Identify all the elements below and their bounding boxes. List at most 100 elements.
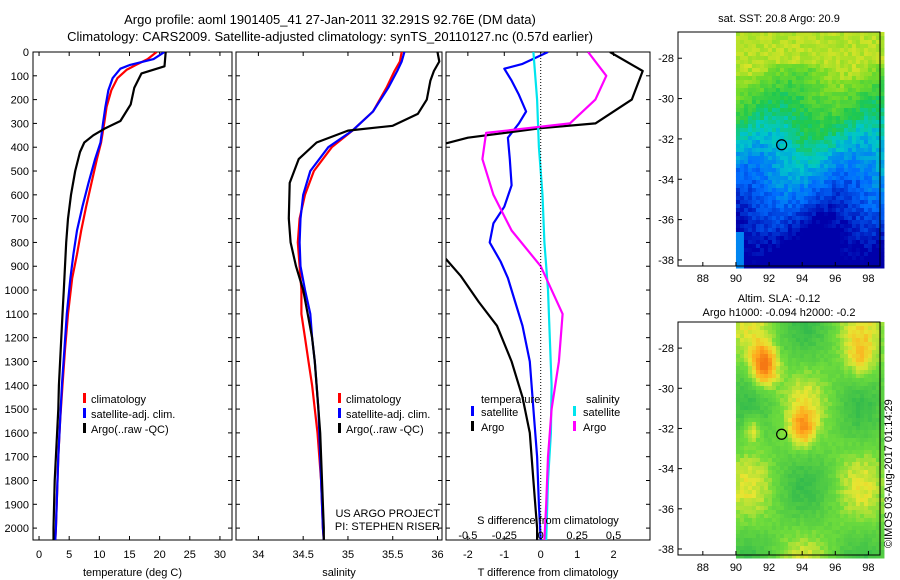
map-y-tick-label-0: -28 [658, 53, 674, 65]
depth-tick-label-8: 800 [11, 237, 29, 249]
map-x-tick-label-1: 90 [730, 562, 742, 574]
map-y-tick-label-2: -32 [658, 423, 674, 435]
x-axis-label: temperature (deg C) [83, 567, 182, 579]
depth-tick-label-13: 1300 [5, 356, 29, 368]
map-x-tick-label-2: 92 [763, 562, 775, 574]
map-x-tick-label-2: 92 [763, 273, 775, 285]
figure-title-line2: Climatology: CARS2009. Satellite-adjuste… [67, 29, 593, 44]
depth-tick-label-11: 1100 [5, 309, 29, 321]
figure-title-line1: Argo profile: aoml 1901405_41 27-Jan-201… [124, 12, 536, 27]
depth-tick-label-17: 1700 [5, 452, 29, 464]
depth-tick-label-9: 900 [11, 261, 29, 273]
map-title-line1: Altim. SLA: -0.12 [738, 293, 821, 305]
map-y-tick-label-4: -36 [658, 504, 674, 516]
sla-field [735, 322, 885, 559]
x-axis-label: salinity [322, 567, 356, 579]
depth-tick-label-7: 700 [11, 214, 29, 226]
series-line-3 [446, 257, 539, 540]
profile-panel-3: -2 -1 0 1 2 T difference from climatology S di… [445, 51, 651, 579]
project-label: US ARGO PROJECT [335, 508, 440, 520]
legend-swatch [83, 423, 86, 433]
legend-item-1: climatology [346, 394, 402, 406]
legend-temperature-title: temperature [481, 394, 540, 406]
series-line-4 [532, 52, 553, 540]
x-tick-label-3: 35.5 [382, 549, 403, 561]
series-line-3 [52, 52, 167, 540]
panel-frame [32, 51, 233, 541]
depth-tick-label-15: 1500 [5, 404, 29, 416]
panel-frame [235, 51, 443, 541]
legend-swatch [83, 393, 86, 403]
legend-swatch [573, 421, 576, 431]
profile-panel-2: 34 34.5 35 35.5 36 salinity climatology satelli… [235, 51, 444, 579]
top-tick-label-3: 0.25 [566, 530, 587, 542]
legend-swatch [338, 408, 341, 418]
map-y-tick-label-0: -28 [658, 343, 674, 355]
depth-tick-label-4: 400 [11, 142, 29, 154]
series-line-1 [488, 52, 549, 540]
depth-tick-label-0: 0 [23, 47, 29, 59]
x-tick-label-5: 25 [184, 549, 196, 561]
argo-location-marker [776, 428, 788, 440]
map-x-tick-label-0: 88 [697, 273, 709, 285]
legend-swatch [338, 423, 341, 433]
map-panel-1: 88 90 92 94 96 98 -28 -30 -32 -34 -36 -38 sat. SST: … [658, 13, 885, 285]
depth-tick-label-16: 1600 [5, 428, 29, 440]
top-tick-label-0: -0.5 [458, 530, 477, 542]
depth-tick-label-12: 1200 [5, 333, 29, 345]
legend-swatch [471, 406, 474, 416]
map-frame [677, 31, 881, 267]
x-tick-label-4: 36 [431, 549, 443, 561]
map-x-tick-label-1: 90 [730, 273, 742, 285]
map-x-tick-label-0: 88 [697, 562, 709, 574]
series-line-1 [296, 52, 403, 540]
legend-item-2: satellite-adj. clim. [346, 409, 430, 421]
x-tick-label-1: 34.5 [292, 549, 313, 561]
x-axis-label: T difference from climatology [478, 567, 619, 579]
map-x-tick-label-4: 96 [829, 273, 841, 285]
map-y-tick-label-1: -30 [658, 94, 674, 106]
map-y-tick-label-3: -34 [658, 464, 674, 476]
map-y-tick-label-5: -38 [658, 255, 674, 267]
series-line-1 [54, 52, 158, 540]
map-y-tick-label-3: -34 [658, 174, 674, 186]
x-tick-label-2: 0 [538, 549, 544, 561]
map-title: sat. SST: 20.8 Argo: 20.9 [718, 13, 840, 25]
x-tick-label-4: 20 [154, 549, 166, 561]
legend-item-2: satellite-adj. clim. [91, 409, 175, 421]
depth-tick-label-18: 1800 [5, 475, 29, 487]
legend-item-3: Argo(..raw -QC) [91, 424, 169, 436]
depth-tick-label-1: 100 [11, 71, 29, 83]
depth-tick-label-10: 1000 [5, 285, 29, 297]
map-y-tick-label-4: -36 [658, 215, 674, 227]
legend-temperature-item-1: satellite [481, 407, 518, 419]
legend-temperature-item-2: Argo [481, 422, 504, 434]
map-x-tick-label-4: 96 [829, 562, 841, 574]
x-tick-label-1: 5 [66, 549, 72, 561]
x-tick-label-6: 30 [214, 549, 226, 561]
map-panel-2: 88 90 92 94 96 98 -28 -30 -32 -34 -36 -38 Altim. SLA… [658, 293, 885, 574]
series-line-5 [481, 52, 608, 540]
x-tick-label-3: 15 [123, 549, 135, 561]
map-y-tick-label-5: -38 [658, 544, 674, 556]
legend-salinity-item-2: Argo [583, 422, 606, 434]
map-title-line2: Argo h1000: -0.094 h2000: -0.2 [703, 307, 856, 319]
depth-tick-label-3: 300 [11, 118, 29, 130]
depth-tick-label-6: 600 [11, 190, 29, 202]
legend-swatch [471, 421, 474, 431]
legend-item-1: climatology [91, 394, 147, 406]
credit-label: ©IMOS 03-Aug-2017 01:14:29 [883, 399, 895, 548]
map-y-tick-label-1: -30 [658, 383, 674, 395]
x-tick-label-0: 0 [36, 549, 42, 561]
pi-label: PI: STEPHEN RISER [335, 521, 440, 533]
x-tick-label-0: -2 [463, 549, 473, 561]
map-x-tick-label-5: 98 [862, 562, 874, 574]
depth-tick-label-19: 1900 [5, 499, 29, 511]
legend-item-3: Argo(..raw -QC) [346, 424, 424, 436]
argo-location-marker [776, 139, 788, 151]
top-tick-label-2: 0 [538, 530, 544, 542]
top-tick-label-4: 0.5 [606, 530, 621, 542]
map-frame [677, 321, 881, 556]
x-tick-label-4: 2 [611, 549, 617, 561]
